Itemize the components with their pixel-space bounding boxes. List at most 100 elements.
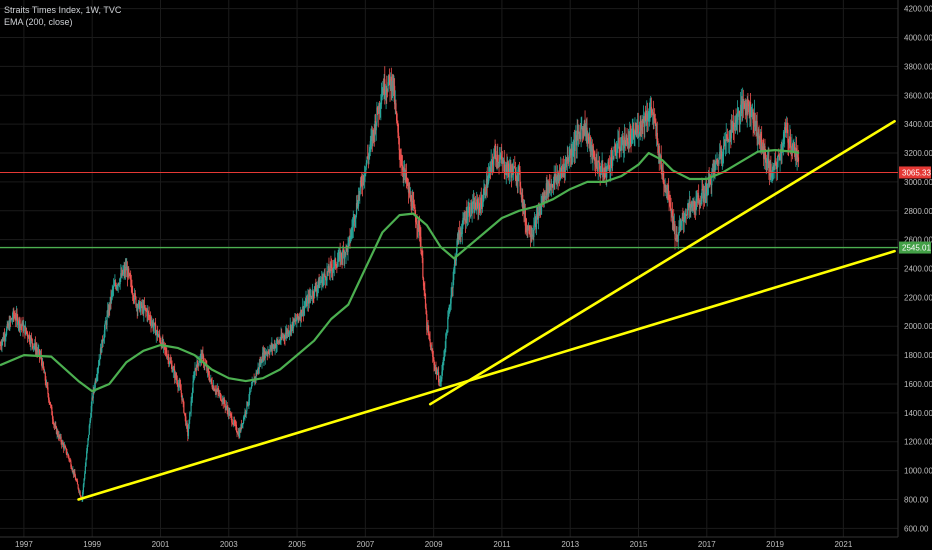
price-price-badge bbox=[899, 166, 931, 179]
candle-body bbox=[491, 160, 494, 165]
candle-body bbox=[445, 332, 448, 334]
candle-body bbox=[264, 351, 266, 359]
candle-body bbox=[107, 309, 109, 316]
candle-body bbox=[380, 104, 382, 106]
candle-body bbox=[680, 221, 682, 226]
candle-body bbox=[202, 356, 205, 365]
candle-body bbox=[231, 422, 234, 424]
candle-body bbox=[465, 210, 467, 223]
candle-body bbox=[229, 413, 231, 416]
candle-body bbox=[334, 258, 337, 266]
candle-body bbox=[120, 273, 123, 277]
y-tick-label: 1600.00 bbox=[904, 380, 932, 389]
candle-body bbox=[111, 289, 113, 293]
candle-body bbox=[323, 273, 325, 277]
candle-body bbox=[734, 123, 736, 130]
candle-body bbox=[114, 283, 116, 286]
candle-body bbox=[687, 203, 689, 209]
candle-body bbox=[0, 345, 2, 346]
candle-body bbox=[606, 166, 608, 170]
candle-body bbox=[520, 192, 522, 198]
candle-body bbox=[640, 120, 642, 129]
candle-body bbox=[585, 127, 587, 135]
candle-body bbox=[468, 206, 470, 210]
candle-body bbox=[635, 131, 637, 134]
candle-body bbox=[531, 234, 534, 236]
candle-body bbox=[311, 290, 314, 298]
candle-body bbox=[545, 197, 547, 199]
candle-body bbox=[361, 185, 364, 187]
candle-body bbox=[589, 136, 591, 142]
candle-body bbox=[227, 410, 230, 415]
candle-body bbox=[593, 157, 595, 160]
candle-body bbox=[352, 227, 354, 229]
candle-body bbox=[357, 194, 360, 207]
candle-body bbox=[438, 382, 440, 384]
candle-body bbox=[325, 280, 327, 282]
candle-body bbox=[26, 333, 29, 337]
candle-body bbox=[597, 160, 599, 172]
candle-body bbox=[531, 234, 533, 236]
candle-body bbox=[335, 265, 337, 267]
candle-body bbox=[538, 212, 540, 215]
candle-body bbox=[332, 268, 334, 272]
candle-body bbox=[215, 389, 217, 392]
candle-body bbox=[86, 451, 88, 460]
candle-body bbox=[288, 331, 291, 333]
candle-body bbox=[79, 491, 81, 496]
candle-body bbox=[29, 341, 31, 344]
candle-body bbox=[727, 139, 729, 142]
candle-body bbox=[761, 146, 763, 152]
candle-body bbox=[155, 324, 157, 336]
candle-body bbox=[701, 188, 703, 202]
candle-body bbox=[280, 334, 282, 342]
candle-body bbox=[358, 194, 360, 196]
candle-body bbox=[68, 456, 70, 460]
candle-body bbox=[35, 349, 37, 352]
candle-body bbox=[91, 397, 93, 407]
candle-body bbox=[217, 389, 219, 392]
candle-body bbox=[243, 417, 245, 424]
candle-body bbox=[736, 121, 738, 128]
candle-body bbox=[527, 225, 529, 231]
candle-body bbox=[151, 323, 153, 325]
candle-body bbox=[754, 112, 756, 127]
candle-body bbox=[671, 210, 673, 213]
candle-body bbox=[315, 289, 318, 292]
candle-body bbox=[300, 309, 302, 320]
candle-body bbox=[246, 401, 248, 411]
candle-body bbox=[401, 164, 404, 171]
candle-body bbox=[86, 445, 88, 452]
candle-body bbox=[66, 453, 68, 455]
candle-body bbox=[472, 200, 475, 203]
candle-body bbox=[550, 184, 553, 188]
candle-body bbox=[112, 285, 115, 290]
candle-body bbox=[419, 235, 421, 237]
candle-body bbox=[436, 368, 438, 375]
candle-body bbox=[221, 400, 223, 402]
candle-body bbox=[49, 401, 51, 405]
support-price-badge bbox=[899, 241, 931, 254]
candle-body bbox=[675, 233, 677, 241]
candle-body bbox=[526, 225, 528, 232]
candle-body bbox=[634, 130, 636, 136]
candle-body bbox=[707, 183, 709, 194]
candle-body bbox=[396, 120, 398, 125]
candle-body bbox=[665, 187, 668, 189]
candle-body bbox=[253, 379, 255, 383]
candle-body bbox=[130, 277, 132, 280]
candle-body bbox=[666, 187, 668, 194]
candle-body bbox=[617, 140, 619, 149]
candle-body bbox=[105, 322, 107, 326]
candle-body bbox=[757, 129, 760, 139]
candle-body bbox=[61, 442, 63, 445]
candle-body bbox=[34, 343, 36, 347]
candle-body bbox=[255, 372, 257, 379]
candle-body bbox=[328, 266, 330, 273]
candle-body bbox=[497, 154, 499, 163]
candle-body bbox=[36, 350, 39, 353]
candle-body bbox=[393, 85, 395, 92]
candle-body bbox=[544, 191, 546, 199]
candle-body bbox=[620, 145, 622, 151]
